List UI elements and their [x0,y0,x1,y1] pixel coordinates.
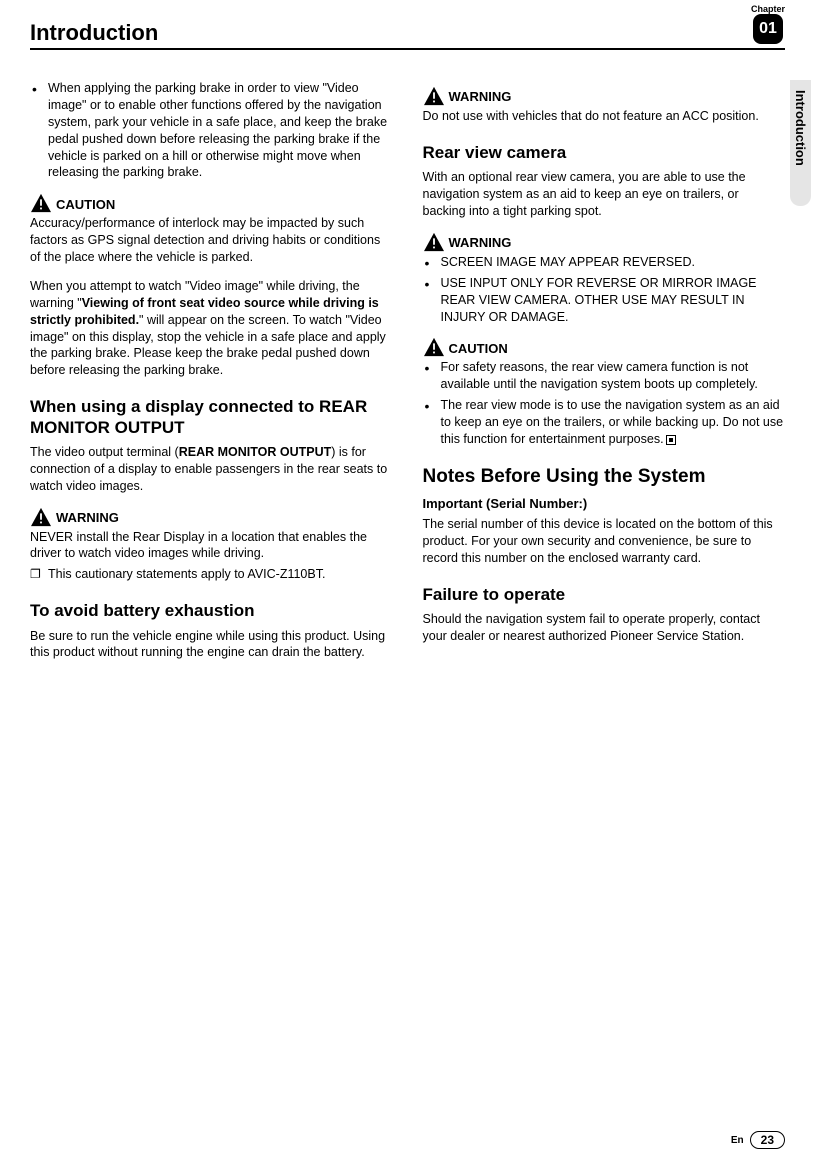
section-heading: Failure to operate [423,585,786,605]
rear-monitor-paragraph: The video output terminal (REAR MONITOR … [30,444,393,495]
list-item: This cautionary statements apply to AVIC… [30,566,393,583]
failure-text: Should the navigation system fail to ope… [423,611,786,645]
bullet-list: When applying the parking brake in order… [30,80,393,181]
warning-icon [423,86,445,106]
list-item: USE INPUT ONLY FOR REVERSE OR MIRROR IMA… [423,275,786,326]
warning-label: WARNING [56,509,119,527]
footer-lang: En [731,1135,744,1146]
warning-row: WARNING [423,86,786,106]
caution-row: CAUTION [423,337,786,357]
text: The video output terminal ( [30,445,179,459]
bullet-list: For safety reasons, the rear view camera… [423,359,786,447]
content-columns: When applying the parking brake in order… [30,80,785,673]
list-item: When applying the parking brake in order… [30,80,393,181]
section-heading: When using a display connected to REAR M… [30,397,393,438]
warning-icon [30,507,52,527]
caution-icon [423,337,445,357]
chapter-number-badge: 01 [753,14,783,44]
end-mark-icon [666,435,676,445]
warning-row: WARNING [30,507,393,527]
text: When using a display connected to [30,397,319,416]
square-list: This cautionary statements apply to AVIC… [30,566,393,583]
section-heading: Rear view camera [423,143,786,163]
side-tab: Introduction [790,80,811,206]
caution-label: CAUTION [449,340,508,358]
bullet-list: SCREEN IMAGE MAY APPEAR REVERSED. USE IN… [423,254,786,326]
page-number: 23 [750,1131,785,1149]
list-item: SCREEN IMAGE MAY APPEAR REVERSED. [423,254,786,271]
list-item: For safety reasons, the rear view camera… [423,359,786,393]
caution-icon [30,193,52,213]
section-heading: Notes Before Using the System [423,466,786,489]
warning-row: WARNING [423,232,786,252]
warning-text: NEVER install the Rear Display in a loca… [30,529,393,563]
page: Introduction Chapter 01 Introduction Whe… [0,0,815,1167]
bold-text: REAR MONITOR OUTPUT [179,445,332,459]
section-heading: To avoid battery exhaustion [30,601,393,621]
warning-label: WARNING [449,234,512,252]
page-footer: En 23 [731,1131,785,1149]
important-text: The serial number of this device is loca… [423,516,786,567]
warning-label: WARNING [449,88,512,106]
battery-text: Be sure to run the vehicle engine while … [30,628,393,662]
rear-cam-text: With an optional rear view camera, you a… [423,169,786,220]
subheading: Important (Serial Number:) [423,495,786,513]
caution-label: CAUTION [56,196,115,214]
left-column: When applying the parking brake in order… [30,80,393,673]
page-header: Introduction Chapter 01 [30,20,785,50]
list-item: The rear view mode is to use the navigat… [423,397,786,448]
text: The rear view mode is to use the navigat… [441,398,784,446]
caution-text: Accuracy/performance of interlock may be… [30,215,393,266]
chapter-block: Chapter 01 [751,4,785,44]
warning-text: Do not use with vehicles that do not fea… [423,108,786,125]
warning-icon [423,232,445,252]
viewing-paragraph: When you attempt to watch "Video image" … [30,278,393,379]
page-title: Introduction [30,20,785,46]
right-column: WARNING Do not use with vehicles that do… [423,80,786,673]
chapter-label: Chapter [751,4,785,14]
caution-row: CAUTION [30,193,393,213]
